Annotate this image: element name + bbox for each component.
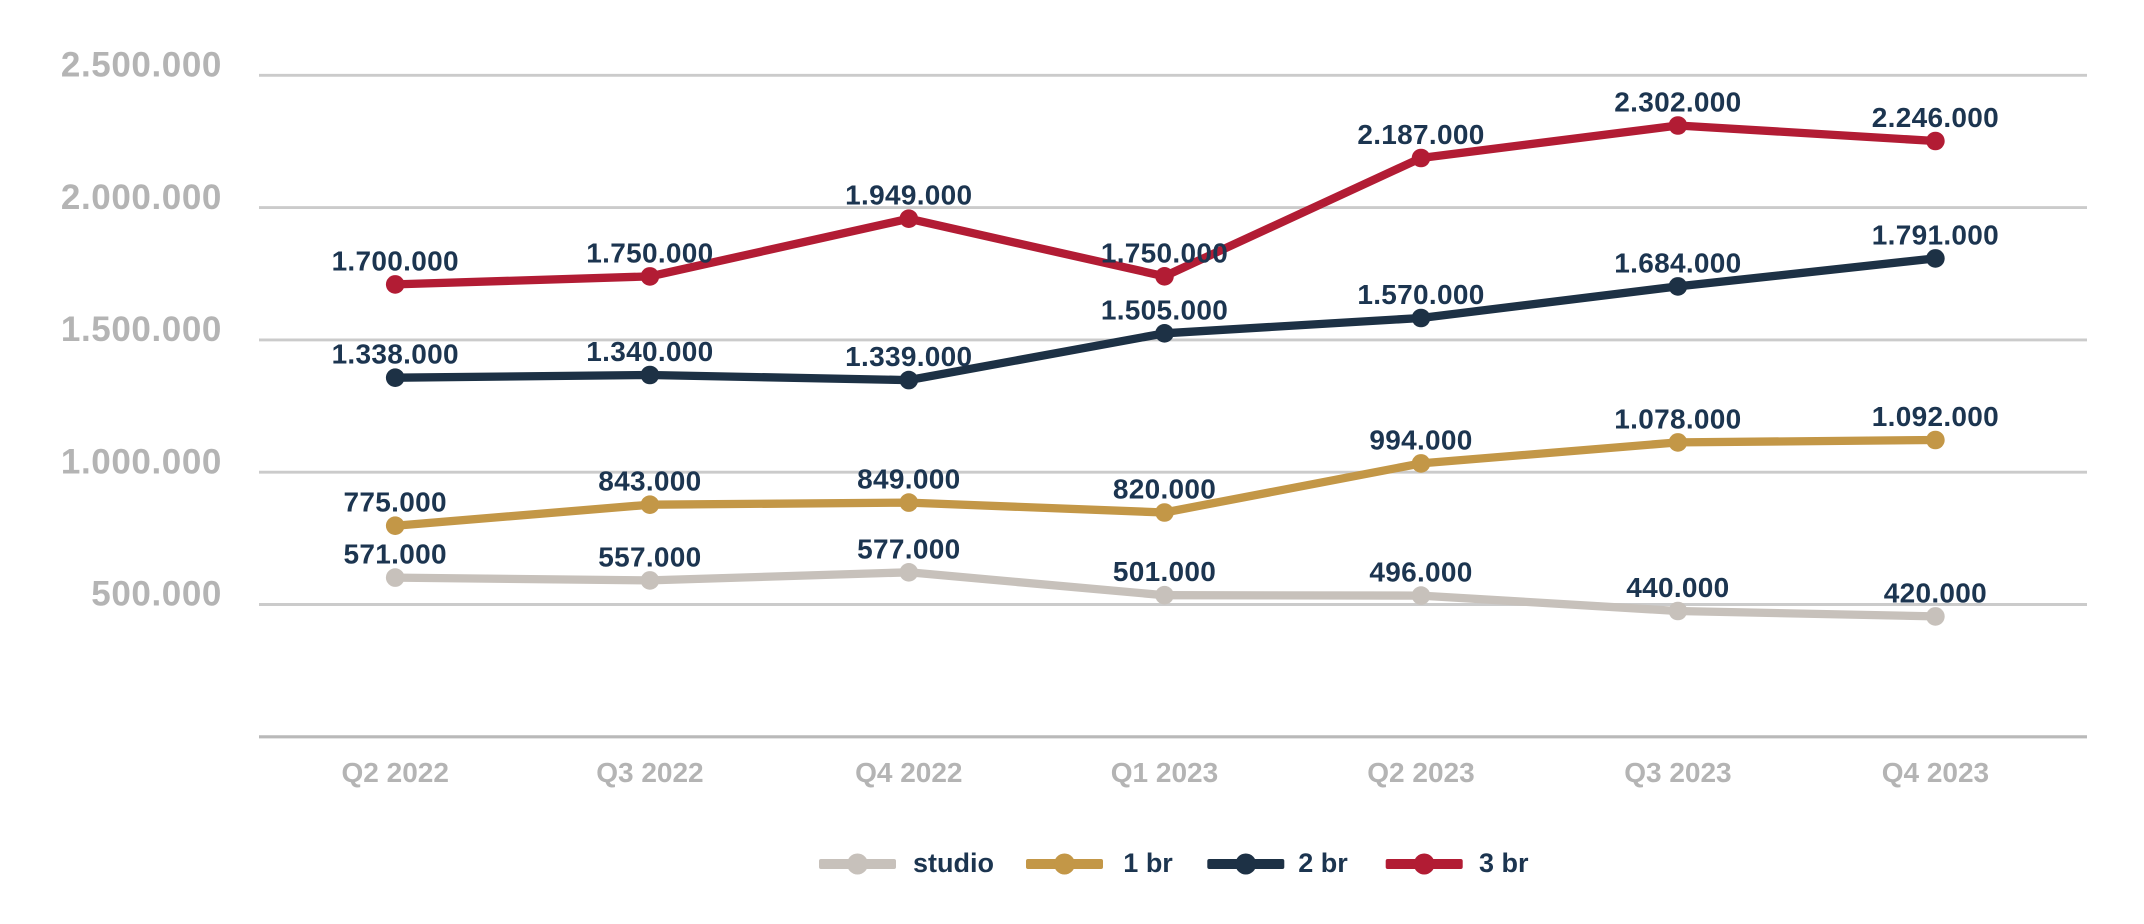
svg-text:Q2 2023: Q2 2023 (1367, 757, 1474, 788)
svg-text:1.339.000: 1.339.000 (845, 341, 972, 372)
svg-text:Q3 2022: Q3 2022 (596, 757, 703, 788)
svg-text:1.000.000: 1.000.000 (61, 442, 222, 481)
svg-text:Q3 2023: Q3 2023 (1624, 757, 1731, 788)
svg-text:Q4 2023: Q4 2023 (1882, 757, 1989, 788)
svg-text:557.000: 557.000 (598, 541, 701, 572)
svg-text:2.187.000: 2.187.000 (1357, 119, 1484, 150)
svg-text:1.570.000: 1.570.000 (1357, 279, 1484, 310)
svg-text:500.000: 500.000 (91, 575, 222, 614)
svg-text:2.246.000: 2.246.000 (1872, 102, 1999, 133)
svg-text:Q2 2022: Q2 2022 (341, 757, 448, 788)
svg-text:Q4 2022: Q4 2022 (855, 757, 962, 788)
svg-text:571.000: 571.000 (344, 539, 447, 570)
svg-text:775.000: 775.000 (344, 487, 447, 518)
svg-text:1.700.000: 1.700.000 (332, 245, 459, 276)
svg-text:820.000: 820.000 (1113, 474, 1216, 505)
svg-text:1.505.000: 1.505.000 (1101, 294, 1228, 325)
svg-text:849.000: 849.000 (857, 464, 960, 495)
svg-text:1.949.000: 1.949.000 (845, 180, 972, 211)
svg-text:1.340.000: 1.340.000 (586, 336, 713, 367)
svg-text:420.000: 420.000 (1884, 577, 1987, 608)
svg-text:496.000: 496.000 (1369, 557, 1472, 588)
svg-text:1.338.000: 1.338.000 (332, 339, 459, 370)
svg-text:501.000: 501.000 (1113, 556, 1216, 587)
svg-text:577.000: 577.000 (857, 533, 960, 564)
svg-text:3 br: 3 br (1479, 848, 1529, 878)
svg-text:Q1 2023: Q1 2023 (1111, 757, 1218, 788)
svg-text:843.000: 843.000 (598, 466, 701, 497)
svg-text:1.684.000: 1.684.000 (1614, 247, 1741, 278)
svg-text:440.000: 440.000 (1626, 572, 1729, 603)
svg-text:1 br: 1 br (1123, 848, 1173, 878)
svg-text:994.000: 994.000 (1369, 424, 1472, 455)
svg-text:studio: studio (913, 848, 994, 878)
svg-text:1.500.000: 1.500.000 (61, 310, 222, 349)
svg-text:1.791.000: 1.791.000 (1872, 219, 1999, 250)
svg-text:1.078.000: 1.078.000 (1614, 403, 1741, 434)
svg-text:2.000.000: 2.000.000 (61, 178, 222, 217)
svg-text:2 br: 2 br (1298, 848, 1348, 878)
svg-text:2.302.000: 2.302.000 (1614, 87, 1741, 118)
svg-text:1.750.000: 1.750.000 (1101, 237, 1228, 268)
svg-text:2.500.000: 2.500.000 (61, 46, 222, 85)
svg-text:1.750.000: 1.750.000 (586, 237, 713, 268)
svg-text:1.092.000: 1.092.000 (1872, 401, 1999, 432)
